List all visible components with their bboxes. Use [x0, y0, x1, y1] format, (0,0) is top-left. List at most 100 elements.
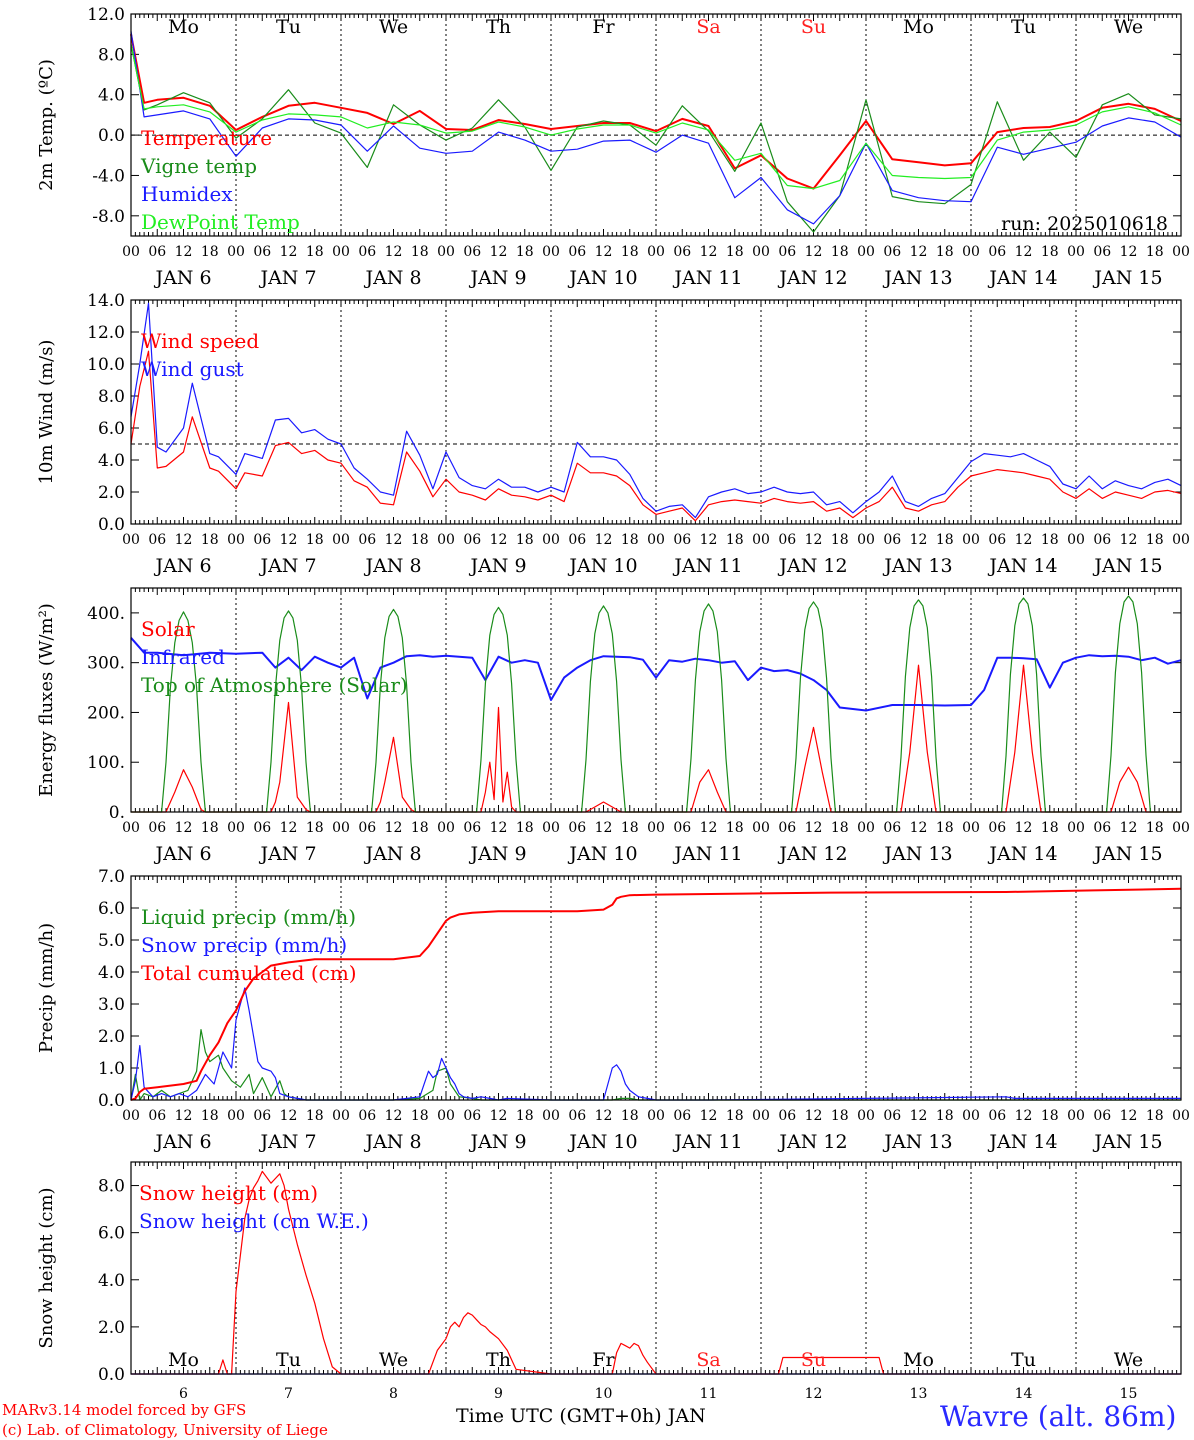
hour-tick-label: 00 [1172, 820, 1190, 836]
hour-tick-label: 06 [1093, 820, 1111, 836]
hour-tick-label: 06 [673, 1108, 691, 1124]
legend-entry: Solar [141, 617, 195, 641]
hour-tick-label: 12 [175, 532, 193, 548]
hour-tick-label: 06 [988, 532, 1006, 548]
hour-tick-label: 00 [962, 244, 980, 260]
hour-tick-label: 00 [1172, 532, 1190, 548]
hour-tick-label: 06 [778, 532, 796, 548]
hour-tick-label: 06 [358, 244, 376, 260]
hour-tick-label: 18 [201, 532, 219, 548]
date-label: JAN 6 [153, 843, 211, 865]
hour-tick-label: 18 [726, 1108, 744, 1124]
panel-temp [130, 13, 1182, 237]
hour-tick-label: 00 [1172, 1108, 1190, 1124]
hour-tick-label: 18 [726, 820, 744, 836]
date-label: JAN 11 [672, 267, 742, 289]
date-label: JAN 15 [1092, 555, 1162, 577]
legend-entry: Wind speed [141, 329, 259, 353]
hour-tick-label: 12 [1120, 820, 1138, 836]
hour-tick-label: 18 [516, 532, 534, 548]
day-number-label: 12 [805, 1386, 823, 1402]
panel-snow [130, 1161, 1182, 1375]
series-line-snow-precip-mm-h- [130, 987, 1181, 1101]
day-number-label: 8 [389, 1386, 398, 1402]
hour-tick-label: 06 [778, 1108, 796, 1124]
date-label: JAN 12 [777, 267, 847, 289]
series-line-wind-speed [130, 350, 1182, 522]
hour-tick-label: 18 [1041, 820, 1059, 836]
y-tick-label: -8.0 [92, 207, 125, 227]
station-name: Wavre (alt. 86m) [940, 1400, 1177, 1433]
date-label: JAN 11 [672, 1131, 742, 1153]
weekday-label: We [1114, 1349, 1143, 1371]
weekday-label: We [379, 16, 408, 38]
hour-tick-label: 06 [568, 532, 586, 548]
hour-tick-label: 12 [910, 1108, 928, 1124]
date-label: JAN 9 [468, 555, 526, 577]
hour-tick-label: 00 [647, 532, 665, 548]
hour-tick-label: 06 [463, 244, 481, 260]
hour-tick-label: 00 [647, 820, 665, 836]
hour-tick-label: 00 [647, 244, 665, 260]
hour-tick-label: 06 [463, 1108, 481, 1124]
hour-tick-label: 00 [1067, 820, 1085, 836]
hour-tick-label: 06 [358, 532, 376, 548]
hour-tick-label: 18 [831, 244, 849, 260]
hour-tick-label: 00 [332, 820, 350, 836]
hour-tick-label: 00 [857, 820, 875, 836]
y-axis-label: 2m Temp. (ºC) [36, 59, 57, 191]
series-line-infrared [130, 637, 1182, 712]
legend-entry: Vigne temp [140, 154, 257, 178]
hour-tick-label: 00 [1067, 1108, 1085, 1124]
hour-tick-label: 00 [437, 1108, 455, 1124]
hour-tick-label: 12 [1120, 1108, 1138, 1124]
hour-tick-label: 12 [805, 244, 823, 260]
panel-frame [130, 13, 1182, 237]
hour-tick-label: 12 [1120, 532, 1138, 548]
panel-frame [130, 587, 1182, 813]
y-tick-label: 100. [87, 753, 125, 773]
time-axis-label: Time UTC (GMT+0h) JAN [456, 1405, 706, 1427]
y-tick-label: 0.0 [98, 515, 125, 535]
hour-tick-label: 06 [883, 1108, 901, 1124]
y-tick-label: 10.0 [87, 355, 125, 375]
hour-tick-label: 18 [201, 820, 219, 836]
hour-tick-label: 12 [595, 244, 613, 260]
hour-tick-label: 00 [1067, 532, 1085, 548]
series-line-dewpoint-temp [130, 44, 1182, 190]
hour-tick-label: 18 [411, 244, 429, 260]
hour-tick-label: 06 [988, 244, 1006, 260]
hour-tick-label: 18 [936, 244, 954, 260]
hour-tick-label: 06 [1093, 532, 1111, 548]
weekday-label: We [379, 1349, 408, 1371]
hour-tick-label: 00 [752, 244, 770, 260]
date-label: JAN 15 [1092, 843, 1162, 865]
hour-tick-label: 12 [385, 820, 403, 836]
date-label: JAN 15 [1092, 267, 1162, 289]
series-line-vigne-temp [130, 44, 1182, 233]
series-line-total-cumulated-cm- [130, 887, 1182, 1101]
y-tick-label: 6.0 [98, 899, 125, 919]
hour-tick-label: 18 [411, 820, 429, 836]
date-label: JAN 9 [468, 267, 526, 289]
day-number-label: 7 [284, 1386, 293, 1402]
hour-tick-label: 06 [673, 244, 691, 260]
weekday-label: Sa [696, 1349, 720, 1371]
hour-tick-label: 12 [175, 244, 193, 260]
legend-entry: Snow precip (mm/h) [141, 933, 347, 957]
hour-tick-label: 00 [437, 244, 455, 260]
day-number-label: 9 [494, 1386, 503, 1402]
hour-tick-label: 12 [805, 532, 823, 548]
hour-tick-label: 12 [490, 820, 508, 836]
hour-tick-label: 12 [805, 1108, 823, 1124]
hour-tick-label: 00 [962, 820, 980, 836]
day-number-label: 13 [910, 1386, 928, 1402]
date-label: JAN 12 [777, 555, 847, 577]
y-tick-label: 2.0 [98, 1027, 125, 1047]
hour-tick-label: 12 [280, 244, 298, 260]
y-tick-label: 0.0 [98, 1091, 125, 1111]
hour-tick-label: 00 [122, 244, 140, 260]
hour-tick-label: 18 [516, 1108, 534, 1124]
date-label: JAN 13 [882, 1131, 952, 1153]
hour-tick-label: 12 [1015, 1108, 1033, 1124]
